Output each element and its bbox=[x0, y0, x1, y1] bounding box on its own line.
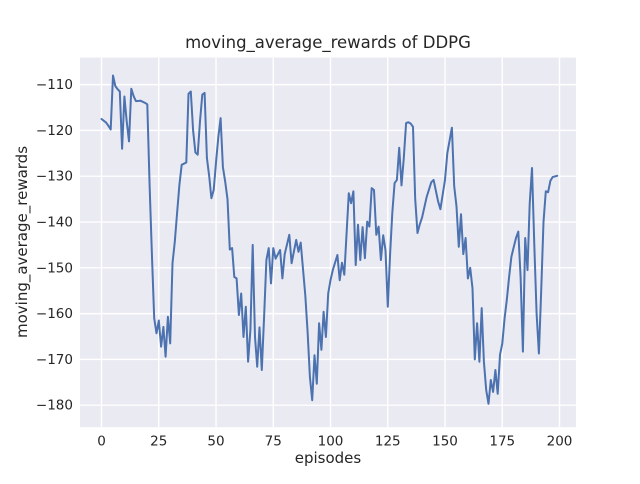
x-tick-label: 200 bbox=[547, 434, 573, 450]
x-tick-label: 100 bbox=[318, 434, 344, 450]
y-tick-label: −130 bbox=[36, 169, 73, 185]
x-tick-label: 50 bbox=[207, 434, 224, 450]
x-tick-label: 25 bbox=[150, 434, 167, 450]
x-tick-label: 0 bbox=[97, 434, 106, 450]
y-tick-label: −160 bbox=[36, 306, 73, 322]
y-tick-label: −140 bbox=[36, 215, 73, 231]
plot-group: 0 25 50 75 100 125 150 175 200 −110 −120 −130 −140 −1… bbox=[36, 57, 576, 450]
y-tick-label: −180 bbox=[36, 398, 73, 414]
chart-title: moving_average_rewards of DDPG bbox=[185, 33, 471, 53]
x-tick-label: 175 bbox=[489, 434, 515, 450]
y-axis-label: moving_average_rewards bbox=[13, 146, 32, 338]
x-axis-label: episodes bbox=[295, 449, 362, 467]
series-line-moving-average-rewards bbox=[100, 74, 559, 405]
x-tick-label: 75 bbox=[265, 434, 282, 450]
plot-area bbox=[80, 57, 576, 428]
y-tick-label: −170 bbox=[36, 352, 73, 368]
y-tick-label: −150 bbox=[36, 260, 73, 276]
y-tick-label: −110 bbox=[36, 77, 73, 93]
x-tick-label: 150 bbox=[432, 434, 458, 450]
x-tick-label: 125 bbox=[375, 434, 401, 450]
y-tick-label: −120 bbox=[36, 123, 73, 139]
